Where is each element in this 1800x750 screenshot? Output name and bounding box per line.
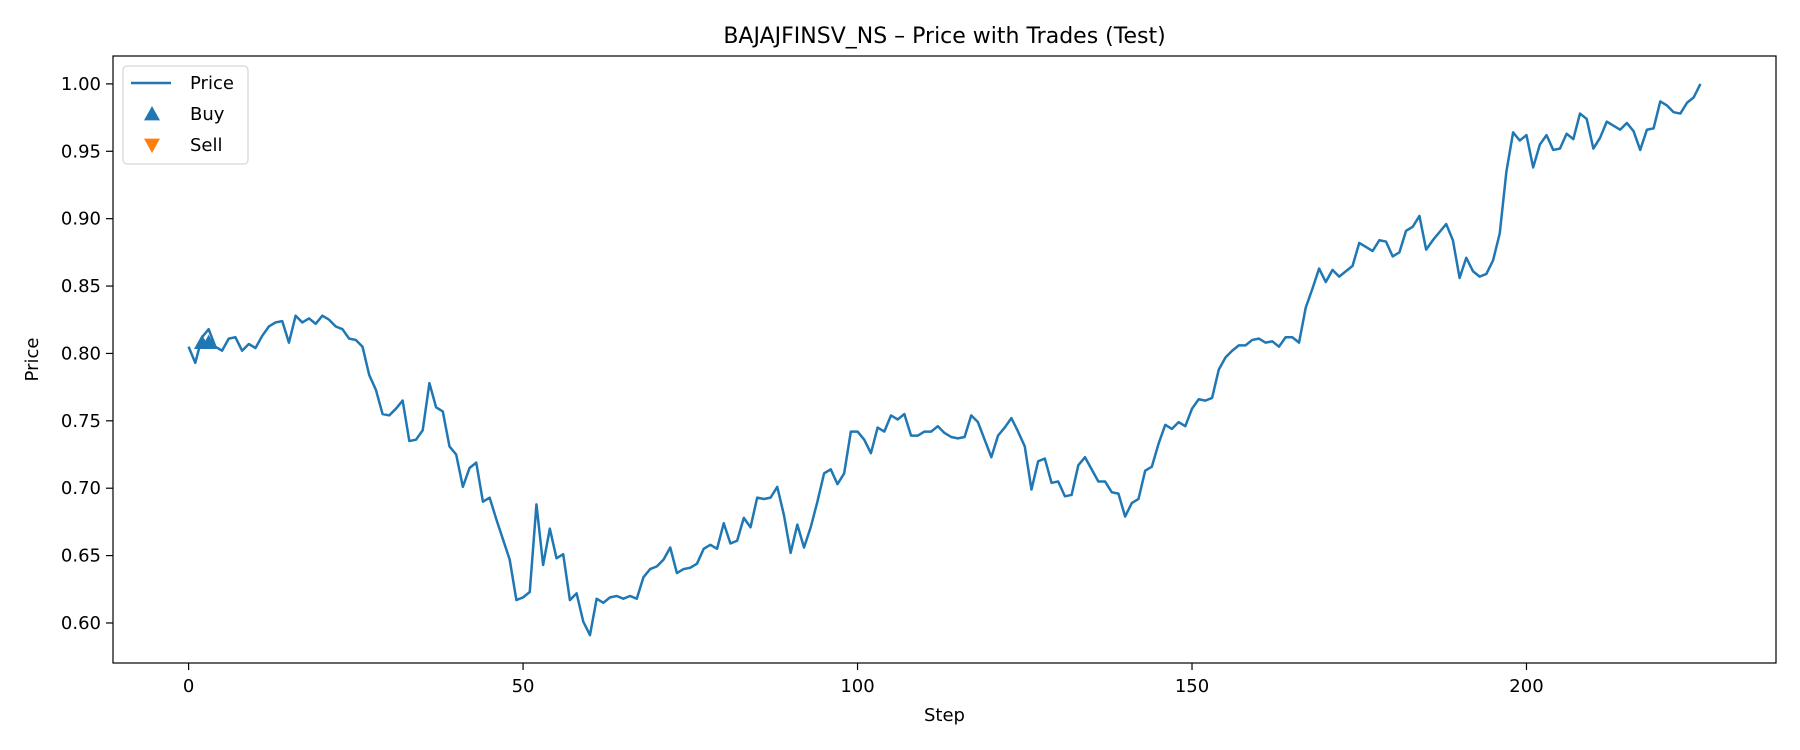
y-tick-label: 0.95 [61,141,101,162]
legend-label-sell: Sell [190,135,223,156]
x-tick-label: 50 [512,676,535,697]
legend-buy-swatch [144,106,160,121]
chart-title: BAJAJFINSV_NS – Price with Trades (Test) [723,24,1165,49]
legend: Price Buy Sell [122,65,249,165]
price-series-line [187,83,1702,637]
legend-label-price: Price [190,73,234,94]
x-tick-label: 0 [183,676,194,697]
y-axis-label: Price [22,338,43,382]
buy-markers [193,334,217,350]
y-tick-label: 0.75 [61,411,101,432]
x-tick-label: 150 [1175,676,1209,697]
y-tick-label: 0.60 [61,613,101,634]
x-axis-label: Step [924,705,965,726]
y-tick-label: 0.80 [61,343,101,364]
y-tick-label: 0.90 [61,209,101,230]
y-tick-label: 1.00 [61,74,101,95]
legend-label-buy: Buy [190,104,225,125]
x-tick-label: 100 [840,676,874,697]
x-axis: 0 50 100 150 200 [183,663,1544,697]
legend-sell-swatch [144,138,160,153]
y-axis: 0.60 0.65 0.70 0.75 0.80 0.85 0.90 0.95 1.00 [61,74,113,634]
plot-frame [112,55,1777,664]
y-tick-label: 0.85 [61,276,101,297]
y-tick-label: 0.65 [61,546,101,567]
x-tick-label: 200 [1509,676,1543,697]
plot-area: 0 50 100 150 200 0.60 0.65 0.70 0.75 0.80 0.85 0.9… [61,55,1777,697]
buy-marker [200,334,217,350]
y-tick-label: 0.70 [61,478,101,499]
